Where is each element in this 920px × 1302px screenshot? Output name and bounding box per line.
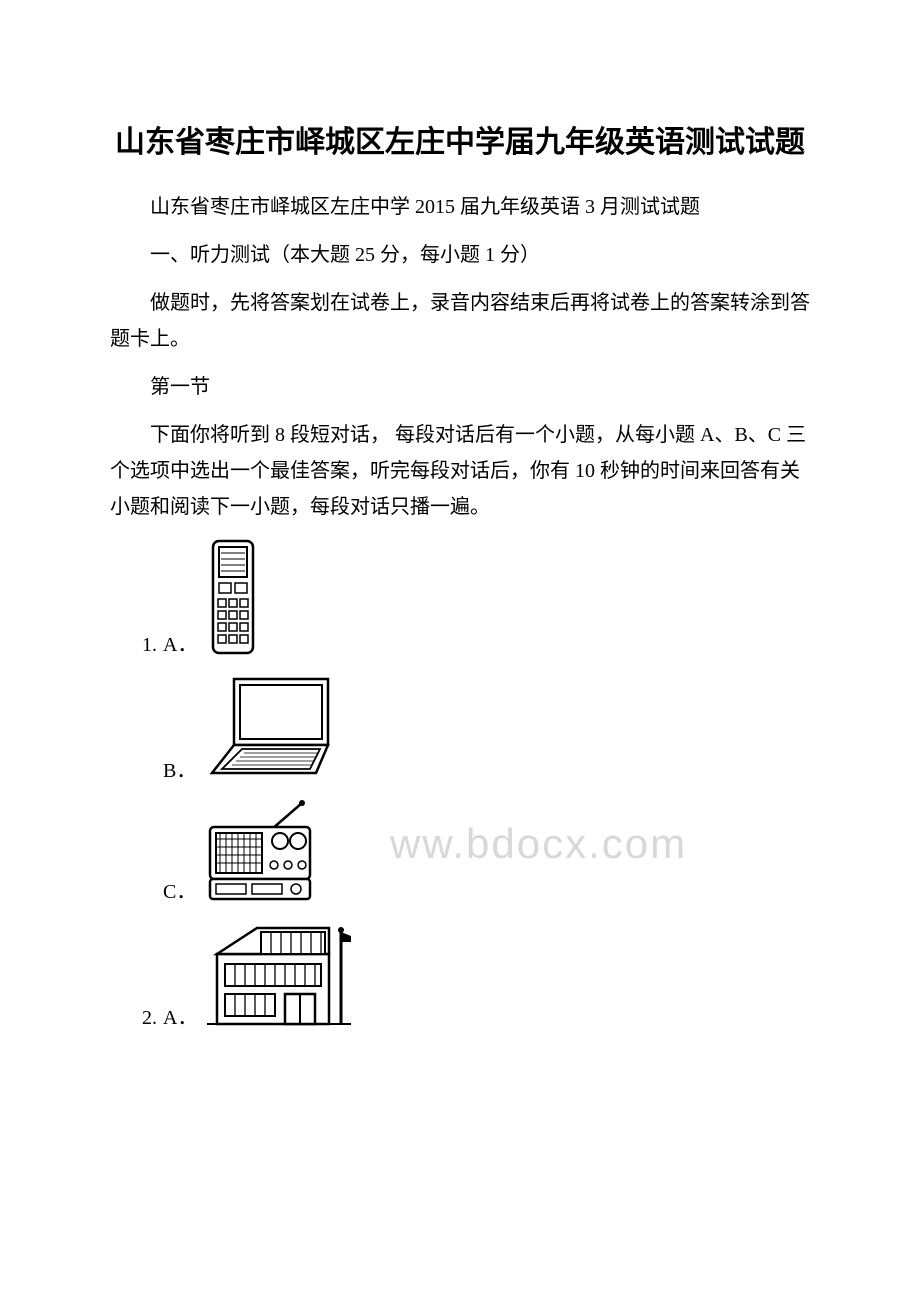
instruction-2: 下面你将听到 8 段短对话， 每段对话后有一个小题，从每小题 A、B、C 三个选… bbox=[110, 417, 810, 525]
q1-option-c: 1. C． bbox=[110, 799, 810, 904]
q1-option-a: 1. A． bbox=[110, 537, 810, 657]
section-label: 第一节 bbox=[110, 369, 810, 405]
document-title: 山东省枣庄市峄城区左庄中学届九年级英语测试试题 bbox=[110, 120, 810, 165]
radio-icon bbox=[202, 799, 332, 904]
building-icon bbox=[203, 920, 353, 1030]
q1-c-letter: C． bbox=[163, 875, 196, 904]
phone-icon bbox=[203, 537, 263, 657]
q2-option-a: 2. A． bbox=[110, 920, 810, 1030]
q1-b-letter: B． bbox=[163, 754, 196, 783]
section-heading: 一、听力测试（本大题 25 分，每小题 1 分） bbox=[110, 237, 810, 273]
laptop-icon bbox=[202, 673, 342, 783]
subtitle: 山东省枣庄市峄城区左庄中学 2015 届九年级英语 3 月测试试题 bbox=[110, 189, 810, 225]
q2-a-letter: A． bbox=[163, 1001, 197, 1030]
q2-a-label: 2. bbox=[142, 1007, 157, 1030]
q1-a-label: 1. bbox=[142, 634, 157, 657]
instruction-1: 做题时，先将答案划在试卷上，录音内容结束后再将试卷上的答案转涂到答题卡上。 bbox=[110, 285, 810, 357]
q1-a-letter: A． bbox=[163, 628, 197, 657]
q1-option-b: 1. B． bbox=[110, 673, 810, 783]
